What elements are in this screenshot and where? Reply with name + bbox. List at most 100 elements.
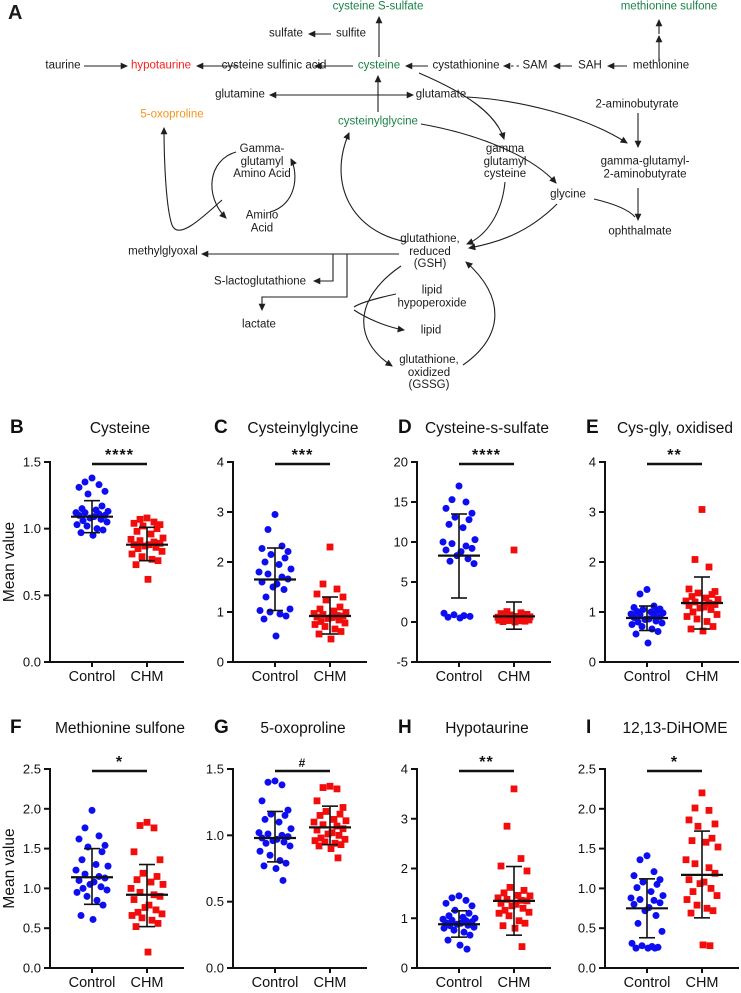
node-glutathione-oxidized: glutathione, oxidized (GSSG)	[399, 354, 459, 392]
chart-title: Cysteinylglycine	[247, 420, 358, 437]
data-point	[264, 526, 272, 533]
significance-label: ****	[472, 447, 501, 464]
chart-svg-d: D Cysteine-s-sulfate **** -5 0 5 10 15 20 Control…	[394, 417, 551, 685]
category-label-control: Control	[436, 669, 483, 685]
data-point	[711, 869, 719, 877]
data-point	[331, 625, 339, 633]
data-point	[103, 886, 111, 894]
data-point	[258, 797, 266, 805]
data-point	[128, 912, 136, 919]
data-point	[636, 856, 644, 864]
pathway-arrows	[84, 15, 663, 367]
data-point	[255, 568, 263, 576]
data-point	[518, 943, 526, 951]
data-point	[101, 487, 109, 495]
node-cystathionine: cystathionine	[432, 59, 500, 72]
data-point	[322, 808, 330, 815]
data-point	[333, 785, 341, 793]
data-point	[693, 615, 701, 623]
data-point	[256, 607, 264, 614]
category-label-control: Control	[436, 975, 483, 991]
data-point	[136, 537, 144, 545]
data-point	[470, 923, 478, 931]
panel-letter-i: I	[586, 717, 591, 738]
data-point	[511, 618, 519, 626]
data-point	[136, 888, 144, 896]
data-point	[463, 945, 471, 953]
data-point	[133, 527, 141, 535]
data-point	[688, 593, 696, 600]
data-point	[84, 490, 92, 498]
significance-label: **	[667, 447, 681, 464]
panel-letter-d: D	[398, 417, 412, 438]
data-point	[442, 899, 450, 907]
data-point	[634, 919, 642, 927]
data-point	[88, 474, 96, 482]
arrow-gssg-to-gsh-right-arc	[462, 261, 496, 366]
category-label-chm: CHM	[313, 669, 346, 685]
data-point	[638, 623, 646, 630]
chart-svg-g: G 5-oxoproline #0.0 0.5 1.0 1.5 Control CHM	[206, 717, 367, 991]
node-methionine-sulfone: methionine sulfone	[620, 0, 718, 13]
chart-panel-e: E Cys-gly, oxidised ** 0 1 2 3 4 Control CHM	[555, 405, 741, 705]
data-point	[282, 612, 290, 620]
node-glutamate: glutamate	[415, 88, 467, 101]
data-point	[141, 542, 149, 550]
data-point	[699, 627, 707, 635]
data-point	[284, 548, 292, 555]
data-point	[714, 596, 722, 603]
significance-label: #	[299, 756, 307, 770]
data-point	[634, 618, 642, 626]
category-label-chm: CHM	[497, 975, 530, 991]
category-label-chm: CHM	[685, 669, 718, 685]
y-tick-label: 1	[217, 605, 224, 620]
data-point	[286, 605, 294, 613]
category-label-chm: CHM	[130, 669, 163, 685]
category-label-control: Control	[252, 669, 299, 685]
data-point	[139, 869, 147, 877]
y-tick-label: 0.0	[23, 655, 41, 670]
data-point	[336, 603, 344, 611]
data-point	[315, 842, 323, 850]
arrow-cycle-gamma-glutamyl-to-amino-acid	[211, 151, 237, 219]
data-point	[501, 906, 509, 914]
data-point	[339, 593, 347, 601]
node-glutathione-reduced: glutathione, reduced (GSH)	[400, 233, 460, 271]
y-tick-label: 0	[589, 655, 596, 670]
data-point	[339, 804, 347, 811]
y-tick-label: 4	[589, 455, 596, 470]
data-point	[628, 939, 636, 947]
chart-panel-b: B Cysteine **** 0.0 0.5 1.0 1.5 Control CHM Mean …	[0, 405, 188, 705]
data-point	[630, 872, 638, 880]
category-label-chm: CHM	[497, 669, 530, 685]
data-point	[520, 886, 528, 894]
data-point	[654, 628, 662, 635]
y-tick-label: 2.0	[23, 801, 41, 816]
data-point	[264, 778, 272, 786]
data-point	[464, 555, 472, 563]
data-point	[471, 536, 479, 544]
data-point	[272, 632, 280, 640]
data-point	[260, 615, 268, 623]
chart-panel-f: F Methionine sulfone * 0.0 0.5 1.0 1.5 2.0 2.5 Co…	[0, 703, 188, 993]
data-point	[99, 526, 107, 534]
data-point	[694, 589, 702, 597]
data-point	[154, 920, 162, 927]
data-point	[689, 608, 697, 616]
significance-label: ***	[292, 447, 314, 464]
data-point	[156, 892, 164, 900]
data-point	[132, 923, 140, 931]
data-point	[510, 785, 518, 793]
arrow-glutamate-to-gamma-glutamyl-2-aminobutyrate	[466, 96, 628, 144]
data-point	[311, 837, 319, 845]
data-point	[500, 889, 508, 897]
data-point	[339, 825, 347, 833]
arrow-lipid-hypoperoxide-into-arc	[353, 293, 397, 308]
data-point	[127, 885, 135, 892]
data-point	[448, 894, 456, 902]
data-point	[260, 862, 268, 870]
data-point	[691, 860, 699, 868]
node-two-aminobutyrate: 2-aminobutyrate	[595, 98, 679, 111]
data-point	[691, 804, 699, 812]
panel-letter-f: F	[10, 717, 22, 738]
